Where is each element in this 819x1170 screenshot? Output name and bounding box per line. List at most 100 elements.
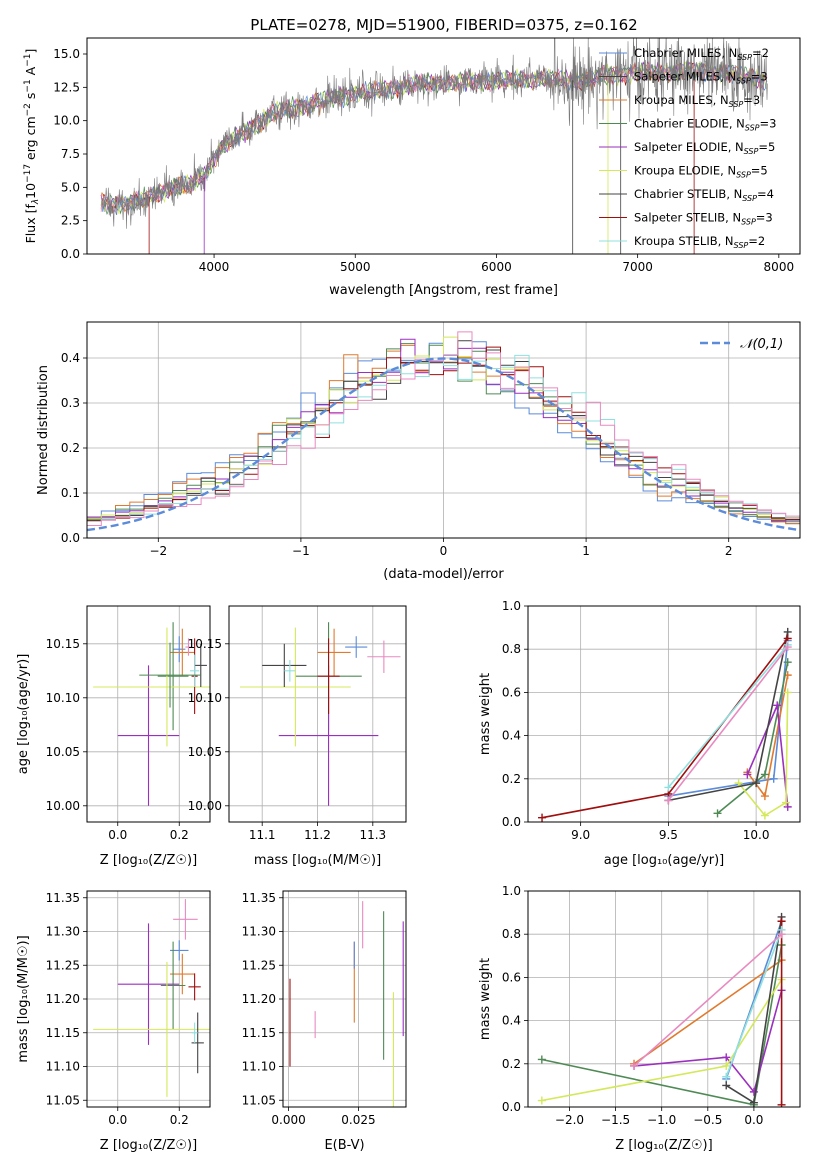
y-tick-label: 12.5: [53, 80, 80, 94]
legend-label-sub: SSP: [734, 241, 749, 250]
y-tick-label: 10.00: [46, 799, 80, 813]
y-tick-label: 0.3: [61, 396, 80, 410]
x-tick-label: 7000: [622, 260, 653, 274]
y-tick-label: 11.25: [242, 958, 276, 972]
x-tick-label: −1.5: [601, 1113, 630, 1127]
weight-point-marker: [760, 770, 769, 779]
weight-point-marker: [749, 1087, 758, 1096]
y-axis-label-part: erg cm: [23, 116, 38, 164]
y-tick-label: 10.10: [46, 691, 80, 705]
x-axis-label: wavelength [Angstrom, rest frame]: [329, 283, 558, 298]
figure-title: PLATE=0278, MJD=51900, FIBERID=0375, z=0…: [250, 16, 637, 34]
y-tick-label: 0.0: [61, 531, 80, 545]
y-tick-label: 11.30: [46, 925, 80, 939]
legend-label-n: =3: [743, 93, 760, 107]
y-tick-label: 10.00: [188, 799, 222, 813]
residuals-frame: [86, 321, 801, 539]
weight-point-marker: [664, 783, 673, 792]
age_vs_z-axes: 0.0 0.2 10.00 10.05 10.10 10.15: [46, 606, 210, 842]
y-axis-label-part: A: [23, 66, 38, 79]
age_vs_z-frame: [86, 605, 211, 823]
y-tick-label: 11.10: [242, 1060, 276, 1074]
x-tick-label: 9.5: [659, 828, 678, 842]
weight-point-marker: [769, 774, 778, 783]
x-tick-label: 2: [725, 544, 733, 558]
mass_vs_ebv-errorbars: [289, 901, 404, 1107]
y-axis-label: age [log₁₀(age/yr)]: [16, 654, 31, 775]
weight-point-marker: [760, 792, 769, 801]
y-axis-label: mass weight: [478, 958, 493, 1040]
weight-point-marker: [773, 701, 782, 710]
weight_vs_z-frame: [527, 890, 801, 1108]
histogram-steps: [87, 354, 800, 525]
age_vs_mass-frame: [228, 605, 407, 823]
y-tick-label: 0.6: [502, 970, 521, 984]
x-tick-label: 11.1: [249, 828, 276, 842]
y-axis-label-part: −2: [23, 103, 33, 116]
x-tick-label: 0.0: [744, 1113, 763, 1127]
x-tick-label: 0.025: [341, 1113, 375, 1127]
y-axis-label-part: −17: [23, 164, 33, 183]
y-tick-label: 10.10: [188, 691, 222, 705]
legend-label-n: =3: [751, 70, 768, 84]
y-tick-label: 10.05: [46, 745, 80, 759]
histogram-steps: [87, 331, 800, 526]
y-tick-label: 0.4: [61, 351, 80, 365]
weight-point-marker: [783, 688, 792, 697]
x-tick-label: 8000: [764, 260, 795, 274]
y-tick-label: 10.15: [188, 637, 222, 651]
x-axis-label: Z [log₁₀(Z/Z☉)]: [100, 1138, 197, 1153]
age_vs_mass-axes: 11.1 11.2 11.3 10.00 10.05 10.10 10.15: [188, 606, 406, 842]
y-tick-label: 0.0: [502, 1100, 521, 1114]
weight-point-marker: [722, 1053, 731, 1062]
x-tick-label: −1: [292, 544, 310, 558]
x-tick-label: 11.2: [304, 828, 331, 842]
weight_vs_age-lines: [538, 627, 792, 822]
legend-label-n: =4: [757, 187, 774, 201]
y-tick-label: 11.25: [46, 958, 80, 972]
x-tick-label: 0.0: [108, 828, 127, 842]
weight-series-line: [667, 644, 789, 788]
weight-point-marker: [722, 1081, 731, 1090]
y-tick-label: 0.2: [502, 772, 521, 786]
normal-reference-curve: [87, 357, 800, 532]
x-tick-label: 5000: [340, 260, 371, 274]
y-tick-label: 0.2: [502, 1057, 521, 1071]
x-axis-label: mass [log₁₀(M/M☉)]: [254, 853, 381, 868]
y-axis-label-part: −1: [23, 79, 33, 92]
weight-point-marker: [781, 798, 790, 807]
x-tick-label: 11.3: [359, 828, 386, 842]
y-tick-label: 1.0: [502, 884, 521, 898]
legend-label: Salpeter ELODIE, NSSP=5: [634, 140, 775, 156]
weight-series-line: [541, 637, 789, 819]
mass_vs_z-frame: [86, 890, 211, 1108]
x-tick-label: 0.2: [170, 1113, 189, 1127]
legend-label-name: Chabrier MILES, N: [634, 46, 737, 60]
weight-point-marker: [664, 796, 673, 805]
y-tick-label: 11.20: [46, 992, 80, 1006]
legend-label-name: Chabrier STELIB, N: [634, 187, 742, 201]
weight-point-marker: [537, 1096, 546, 1105]
y-axis-label-part: Flux [f: [23, 204, 38, 244]
weight_vs_z-lines: [537, 912, 786, 1107]
y-tick-label: 11.05: [242, 1093, 276, 1107]
y-tick-label: 0.0: [61, 247, 80, 261]
x-tick-label: 0.000: [271, 1113, 305, 1127]
mass_vs_ebv-axes: 0.000 0.025 11.05 11.10 11.15 11.20 11.25 11.30…: [242, 891, 406, 1127]
y-tick-label: 0.8: [502, 642, 521, 656]
x-tick-label: 6000: [481, 260, 512, 274]
weight-point-marker: [760, 811, 769, 820]
model-spectrum-line: [100, 59, 768, 215]
y-tick-label: 0.6: [502, 685, 521, 699]
y-tick-label: 0.1: [61, 486, 80, 500]
x-tick-label: −2.0: [555, 1113, 584, 1127]
plot-layer: 4000 5000 6000 7000 80000.02.55.07.510.012.5…: [16, 37, 801, 1153]
legend-label-sub: SSP: [744, 147, 759, 156]
legend-label-sub: SSP: [737, 53, 752, 62]
legend-label-name: Salpeter ELODIE, N: [634, 140, 744, 154]
y-axis-label-part: λ: [31, 199, 41, 205]
y-axis-label: Flux [fλ10−17 erg cm−2 s−1 A−1]: [23, 49, 41, 244]
y-tick-label: 11.05: [46, 1093, 80, 1107]
legend-label: Salpeter MILES, NSSP=3: [634, 70, 768, 86]
y-tick-label: 5.0: [61, 180, 80, 194]
